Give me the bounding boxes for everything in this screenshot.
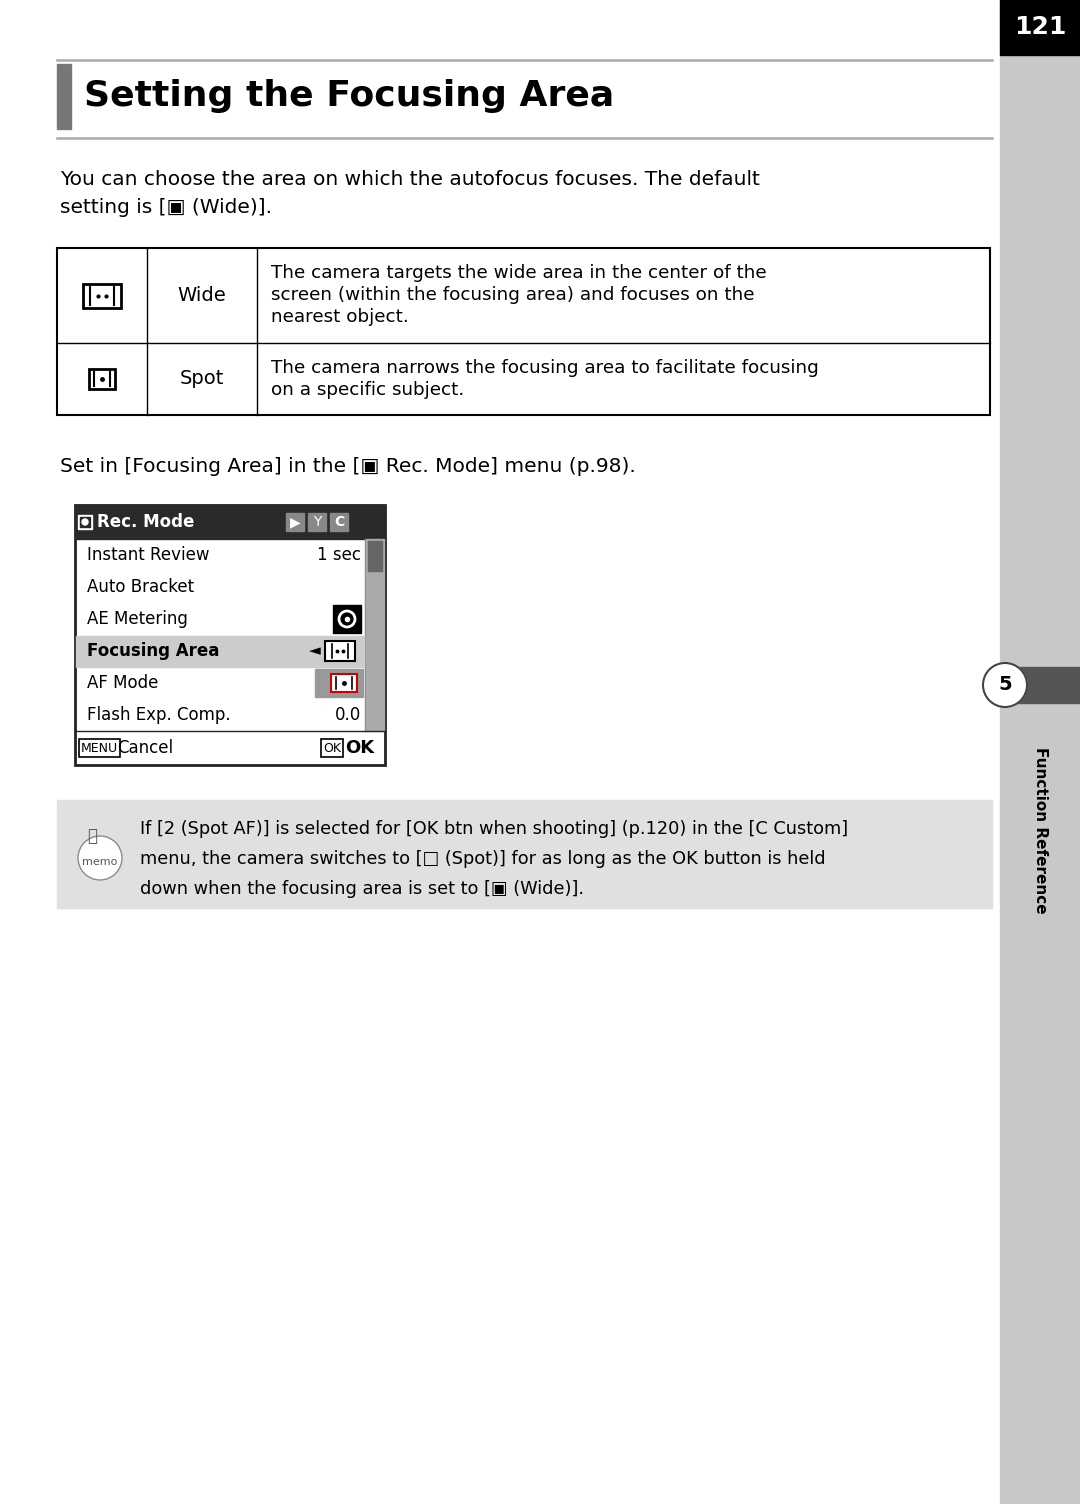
Text: Cancel: Cancel — [117, 738, 173, 757]
Text: nearest object.: nearest object. — [271, 308, 408, 326]
Text: You can choose the area on which the autofocus focuses. The default: You can choose the area on which the aut… — [60, 170, 760, 190]
Bar — [57, 248, 990, 415]
Bar — [83, 283, 121, 307]
Text: Y: Y — [313, 514, 321, 529]
Text: AF Mode: AF Mode — [87, 674, 159, 692]
Text: OK: OK — [323, 741, 341, 755]
Text: Set in [Focusing Area] in the [▣ Rec. Mode] menu (p.98).: Set in [Focusing Area] in the [▣ Rec. Mo… — [60, 457, 636, 475]
Bar — [286, 513, 303, 531]
Text: Focusing Area: Focusing Area — [87, 642, 219, 660]
Text: 0.0: 0.0 — [335, 705, 361, 723]
Text: Rec. Mode: Rec. Mode — [97, 513, 194, 531]
Bar — [1000, 666, 1080, 702]
Text: menu, the camera switches to [□ (Spot)] for as long as the OK button is held: menu, the camera switches to [□ (Spot)] … — [140, 850, 825, 868]
Text: C: C — [334, 514, 345, 529]
Bar — [1000, 0, 1080, 56]
Text: 121: 121 — [1014, 15, 1066, 39]
Text: 🐦: 🐦 — [87, 827, 97, 845]
Text: setting is [▣ (Wide)].: setting is [▣ (Wide)]. — [60, 199, 272, 217]
Text: screen (within the focusing area) and focuses on the: screen (within the focusing area) and fo… — [271, 286, 755, 304]
Text: If [2 (Spot AF)] is selected for [OK btn when shooting] (p.120) in the [C Custom: If [2 (Spot AF)] is selected for [OK btn… — [140, 820, 848, 838]
Text: MENU: MENU — [81, 741, 118, 755]
Text: 1 sec: 1 sec — [318, 546, 361, 564]
Text: Instant Review: Instant Review — [87, 546, 210, 564]
Bar — [76, 636, 364, 666]
Bar — [89, 368, 114, 390]
Bar — [366, 538, 384, 731]
Text: The camera narrows the focusing area to facilitate focusing: The camera narrows the focusing area to … — [271, 359, 819, 378]
Text: Flash Exp. Comp.: Flash Exp. Comp. — [87, 705, 231, 723]
Text: 5: 5 — [998, 675, 1012, 695]
Text: The camera targets the wide area in the center of the: The camera targets the wide area in the … — [271, 265, 767, 283]
Bar — [80, 517, 90, 526]
Bar — [57, 65, 71, 129]
Text: Setting the Focusing Area: Setting the Focusing Area — [84, 80, 615, 113]
Bar — [78, 514, 92, 529]
Text: on a specific subject.: on a specific subject. — [271, 381, 464, 399]
Circle shape — [82, 519, 87, 525]
Bar — [333, 605, 361, 633]
Bar — [308, 513, 326, 531]
Text: Spot: Spot — [179, 370, 225, 388]
Bar — [325, 641, 355, 660]
Text: Function Reference: Function Reference — [1032, 746, 1048, 913]
Text: ◄: ◄ — [309, 644, 321, 659]
Bar — [315, 669, 363, 696]
Bar — [75, 505, 384, 538]
Circle shape — [78, 836, 122, 880]
Text: memo: memo — [82, 857, 118, 866]
Text: down when the focusing area is set to [▣ (Wide)].: down when the focusing area is set to [▣… — [140, 880, 584, 898]
Bar — [330, 674, 357, 692]
Text: Auto Bracket: Auto Bracket — [87, 578, 194, 596]
Text: OK: OK — [345, 738, 374, 757]
Bar — [368, 541, 382, 572]
Bar — [75, 505, 384, 766]
Text: Wide: Wide — [177, 286, 227, 305]
Bar — [57, 800, 993, 908]
Text: ▶: ▶ — [289, 514, 300, 529]
Bar — [1000, 0, 1080, 1504]
Text: AE Metering: AE Metering — [87, 611, 188, 629]
Circle shape — [983, 663, 1027, 707]
Bar — [330, 513, 348, 531]
